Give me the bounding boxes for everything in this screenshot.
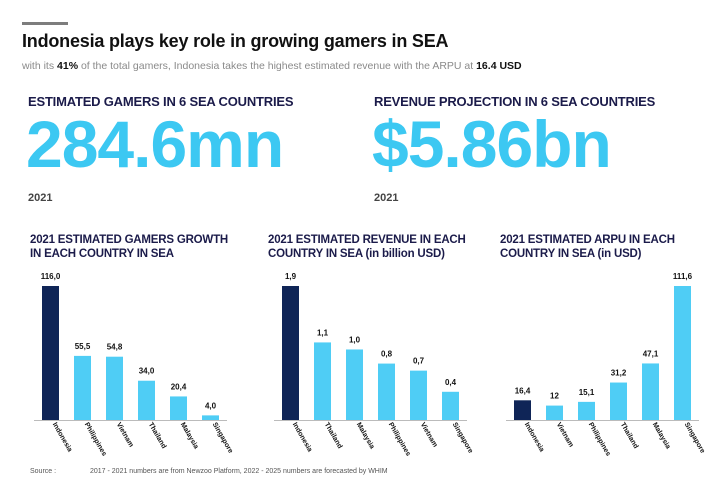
- bar-revenue-singapore: [442, 391, 459, 420]
- value-label-revenue-malaysia: 1,0: [349, 335, 361, 344]
- bar-arpu-vietnam: [546, 405, 563, 420]
- value-label-arpu-thailand: 31,2: [611, 369, 627, 378]
- value-label-gamers-malaysia: 20,4: [171, 382, 187, 391]
- value-label-arpu-malaysia: 47,1: [643, 349, 659, 358]
- value-label-gamers-singapore: 4,0: [205, 401, 217, 410]
- category-label-revenue-philippines: Philippines: [387, 422, 412, 458]
- value-label-revenue-indonesia: 1,9: [285, 272, 297, 281]
- page-subtitle: with its 41% of the total gamers, Indone…: [22, 60, 522, 72]
- bar-gamers-malaysia: [170, 396, 187, 420]
- bar-revenue-thailand: [314, 342, 331, 420]
- kpi-gamers-year: 2021: [28, 192, 53, 204]
- value-label-arpu-singapore: 111,6: [673, 272, 693, 281]
- chart-arpu-title-line-2: COUNTRY IN SEA (in USD): [500, 248, 642, 260]
- subtitle-lead-text: with its: [22, 60, 58, 72]
- chart-gamers-title-line-2: IN EACH COUNTRY IN SEA: [30, 248, 174, 260]
- category-label-gamers-malaysia: Malaysia: [179, 422, 200, 451]
- chart-revenue-title-line-1: 2021 ESTIMATED REVENUE IN EACH: [268, 234, 466, 246]
- kpi-gamers-value: 284.6mn: [26, 107, 284, 181]
- bar-gamers-thailand: [138, 380, 155, 420]
- bar-revenue-philippines: [378, 363, 395, 420]
- category-label-revenue-malaysia: Malaysia: [355, 422, 376, 451]
- category-label-gamers-vietnam: Vietnam: [115, 422, 135, 449]
- category-label-arpu-thailand: Thailand: [619, 422, 639, 450]
- bar-revenue-indonesia: [282, 286, 299, 420]
- subtitle-mid-text: of the total gamers, Indonesia takes the…: [78, 60, 477, 72]
- subtitle-share: 41%: [57, 60, 79, 72]
- category-label-revenue-thailand: Thailand: [323, 422, 343, 450]
- value-label-revenue-philippines: 0,8: [381, 350, 393, 359]
- bar-arpu-philippines: [578, 401, 595, 420]
- chart-arpu-title-line-1: 2021 ESTIMATED ARPU IN EACH: [500, 234, 675, 246]
- bar-arpu-thailand: [610, 382, 627, 420]
- category-label-revenue-vietnam: Vietnam: [419, 422, 439, 449]
- chart-arpu-title: 2021 ESTIMATED ARPU IN EACH COUNTRY IN S…: [500, 233, 675, 261]
- bar-arpu-singapore: [674, 286, 691, 420]
- bar-gamers-vietnam: [106, 356, 123, 420]
- chart-arpu: 16,4 Indonesia 12 Vietnam 15,1 Philippines 31,…: [506, 272, 706, 458]
- category-label-arpu-vietnam: Vietnam: [555, 422, 575, 449]
- category-label-gamers-singapore: Singapore: [211, 422, 234, 455]
- value-label-arpu-vietnam: 12: [550, 392, 559, 401]
- accent-rule: [22, 22, 68, 25]
- category-label-gamers-thailand: Thailand: [147, 422, 167, 450]
- subtitle-arpu: 16.4 USD: [476, 60, 522, 72]
- bar-gamers-singapore: [202, 415, 219, 420]
- value-label-gamers-philippines: 55,5: [75, 342, 91, 351]
- value-label-gamers-indonesia: 116,0: [41, 272, 61, 281]
- category-label-arpu-philippines: Philippines: [587, 422, 612, 458]
- value-label-revenue-singapore: 0,4: [445, 378, 457, 387]
- value-label-gamers-vietnam: 54,8: [107, 343, 123, 352]
- source-note: 2017 - 2021 numbers are from Newzoo Plat…: [90, 468, 388, 475]
- chart-revenue: 1,9 Indonesia 1,1 Thailand 1,0 Malaysia 0,8 Phi…: [274, 272, 474, 458]
- value-label-arpu-indonesia: 16,4: [515, 386, 531, 395]
- category-label-revenue-indonesia: Indonesia: [291, 422, 313, 454]
- chart-revenue-title-line-2: COUNTRY IN SEA (in billion USD): [268, 248, 445, 260]
- kpi-gamers-label: ESTIMATED GAMERS IN 6 SEA COUNTRIES: [28, 94, 294, 109]
- category-label-gamers-indonesia: Indonesia: [51, 422, 73, 454]
- value-label-revenue-thailand: 1,1: [317, 328, 329, 337]
- kpi-revenue-label: REVENUE PROJECTION IN 6 SEA COUNTRIES: [374, 94, 656, 109]
- bar-gamers-philippines: [74, 355, 91, 420]
- category-label-gamers-philippines: Philippines: [83, 422, 108, 458]
- bar-gamers-indonesia: [42, 286, 59, 420]
- chart-gamers: 116,0 Indonesia 55,5 Philippines 54,8 Vietnam…: [34, 272, 234, 458]
- chart-gamers-title: 2021 ESTIMATED GAMERS GROWTH IN EACH COU…: [30, 233, 228, 261]
- chart-revenue-title: 2021 ESTIMATED REVENUE IN EACH COUNTRY I…: [268, 233, 466, 261]
- bar-arpu-indonesia: [514, 400, 531, 420]
- category-label-arpu-malaysia: Malaysia: [651, 422, 672, 451]
- category-label-arpu-indonesia: Indonesia: [523, 422, 545, 454]
- chart-gamers-title-line-1: 2021 ESTIMATED GAMERS GROWTH: [30, 234, 229, 246]
- page-title: Indonesia plays key role in growing game…: [22, 31, 449, 51]
- bar-arpu-malaysia: [642, 363, 659, 420]
- bar-revenue-vietnam: [410, 370, 427, 420]
- category-label-arpu-singapore: Singapore: [683, 422, 706, 455]
- bar-revenue-malaysia: [346, 349, 363, 420]
- value-label-gamers-thailand: 34,0: [139, 367, 155, 376]
- kpi-revenue-year: 2021: [374, 192, 399, 204]
- source-label: Source :: [30, 468, 57, 475]
- kpi-revenue-value: $5.86bn: [372, 107, 612, 181]
- value-label-arpu-philippines: 15,1: [579, 388, 595, 397]
- value-label-revenue-vietnam: 0,7: [413, 357, 425, 366]
- category-label-revenue-singapore: Singapore: [451, 422, 474, 455]
